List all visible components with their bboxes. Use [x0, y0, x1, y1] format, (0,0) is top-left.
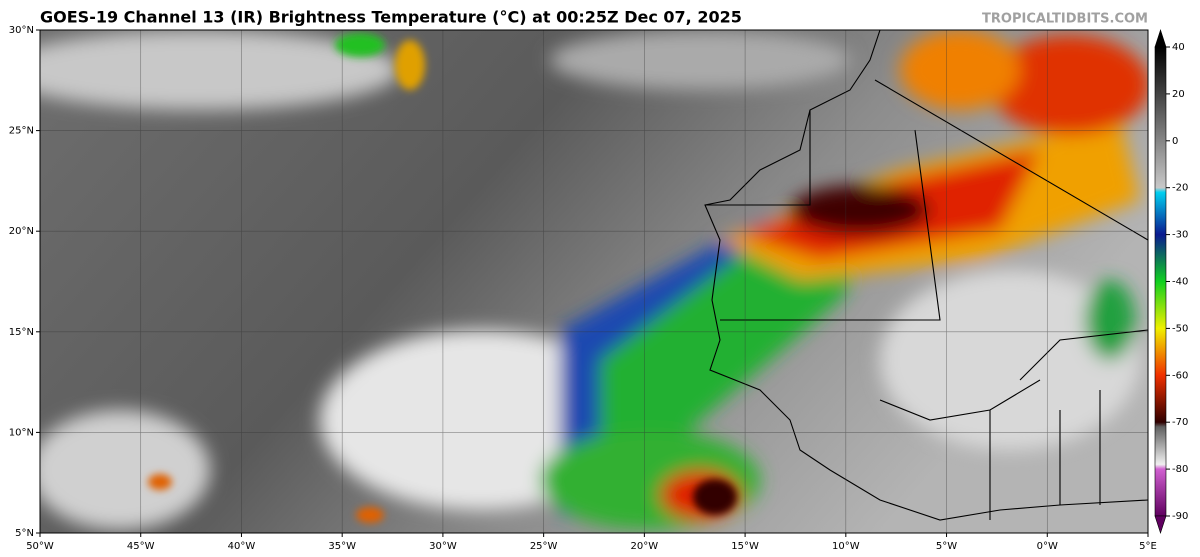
- colorbar-tick-label: -50: [1172, 323, 1188, 334]
- colorbar-tick-label: -40: [1172, 277, 1188, 288]
- colorbar-tick-label: -20: [1172, 183, 1188, 194]
- lat-label: 15°N: [9, 327, 34, 338]
- lon-label: 50°W: [26, 541, 54, 552]
- colorbar-tick-label: 20: [1172, 89, 1185, 100]
- lon-label: 40°W: [228, 541, 256, 552]
- lon-label: 5°E: [1139, 541, 1157, 552]
- colorbar: [1154, 29, 1167, 534]
- colorbar-tick-label: 40: [1172, 42, 1185, 53]
- lon-label: 15°W: [731, 541, 759, 552]
- colorbar-tick-label: -60: [1172, 370, 1188, 381]
- credit: TROPICALTIDBITS.COM: [982, 12, 1148, 27]
- satellite-imagery: [40, 30, 1148, 533]
- colorbar-tick-label: -30: [1172, 230, 1188, 241]
- lat-label: 5°N: [15, 528, 34, 539]
- lon-label: 35°W: [328, 541, 356, 552]
- lat-label: 20°N: [9, 226, 34, 237]
- title: GOES-19 Channel 13 (IR) Brightness Tempe…: [40, 8, 742, 27]
- lon-label: 0°W: [1037, 541, 1058, 552]
- lon-label: 30°W: [429, 541, 457, 552]
- lat-label: 25°N: [9, 126, 34, 137]
- lon-label: 25°W: [530, 541, 558, 552]
- colorbar-tick-label: -80: [1172, 464, 1188, 475]
- colorbar-tick-label: 0: [1172, 136, 1178, 147]
- map-frame: [39, 29, 1149, 534]
- colorbar-tick-label: -70: [1172, 417, 1188, 428]
- lon-label: 45°W: [127, 541, 155, 552]
- lon-label: 10°W: [832, 541, 860, 552]
- lon-label: 20°W: [631, 541, 659, 552]
- lat-label: 10°N: [9, 427, 34, 438]
- colorbar-tick-label: -90: [1172, 511, 1188, 522]
- lon-label: 5°W: [936, 541, 957, 552]
- lat-label: 30°N: [9, 25, 34, 36]
